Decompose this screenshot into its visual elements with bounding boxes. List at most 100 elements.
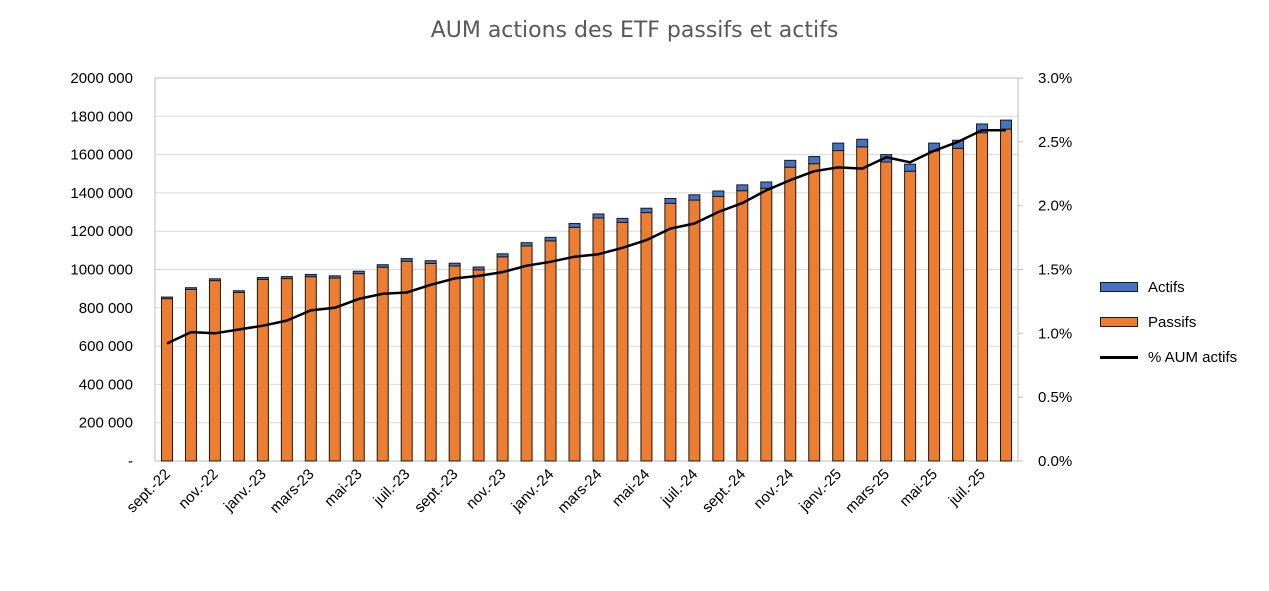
bar-actifs — [400, 258, 413, 262]
bar-passifs — [520, 245, 533, 462]
legend-swatch-passifs — [1100, 317, 1138, 327]
bar-passifs — [880, 161, 893, 462]
bar-actifs — [736, 184, 749, 192]
bar-passifs — [808, 163, 821, 462]
bar-passifs — [688, 199, 701, 462]
bar-actifs — [592, 213, 605, 219]
bar-passifs — [904, 170, 917, 462]
x-tick-label: nov.-22 — [175, 466, 222, 513]
y-tick-label: 1600 000 — [70, 147, 133, 164]
bar-passifs — [424, 262, 437, 462]
y-tick-label: - — [128, 453, 133, 470]
x-tick-label: juil.-25 — [945, 466, 989, 510]
x-tick-label: nov.-24 — [750, 466, 797, 513]
bar-actifs — [664, 197, 677, 204]
y-tick-label: 1400 000 — [70, 185, 133, 202]
bar-actifs — [856, 138, 869, 148]
bar-passifs — [568, 226, 581, 462]
x-tick-label: mars-24 — [554, 466, 605, 517]
bar-actifs — [904, 163, 917, 172]
bar-actifs — [784, 159, 797, 168]
bar-passifs — [232, 291, 245, 462]
bar-actifs — [568, 223, 581, 228]
plot-area-border — [154, 77, 1019, 462]
y-tick-label: 600 000 — [79, 338, 133, 355]
chart-legend: Actifs Passifs % AUM actifs — [1100, 278, 1237, 383]
bar-actifs — [304, 273, 317, 278]
bar-actifs — [640, 207, 653, 214]
bar-passifs — [184, 288, 197, 462]
bar-passifs — [544, 240, 557, 462]
bar-actifs — [808, 156, 821, 165]
bar-passifs — [448, 265, 461, 462]
y2-tick-label: 2.0% — [1038, 198, 1072, 215]
y-tick-label: 400 000 — [79, 376, 133, 393]
bar-actifs — [1000, 119, 1013, 130]
bar-actifs — [760, 181, 773, 189]
x-tick-label: mai-25 — [896, 466, 940, 510]
bar-passifs — [952, 147, 965, 462]
x-tick-label: juil.-24 — [657, 466, 701, 510]
legend-label-actifs: Actifs — [1148, 278, 1185, 296]
bar-actifs — [472, 266, 485, 271]
y2-tick-label: 0.0% — [1038, 453, 1072, 470]
bar-actifs — [376, 264, 389, 268]
bar-actifs — [688, 194, 701, 201]
bar-passifs — [376, 266, 389, 462]
legend-label-pct-aum: % AUM actifs — [1148, 348, 1238, 366]
bar-passifs — [712, 195, 725, 462]
y-tick-label: 1800 000 — [70, 108, 133, 125]
bar-actifs — [448, 262, 461, 267]
bar-passifs — [784, 166, 797, 462]
bar-passifs — [352, 273, 365, 462]
y2-tick-label: 1.5% — [1038, 262, 1072, 279]
x-tick-label: mai-23 — [321, 466, 365, 510]
x-tick-label: janv.-25 — [795, 466, 845, 516]
bar-passifs — [832, 150, 845, 462]
bar-actifs — [712, 190, 725, 197]
x-tick-label: janv.-24 — [508, 466, 558, 516]
bar-passifs — [928, 150, 941, 462]
x-tick-label: juil.-23 — [370, 466, 414, 510]
bar-actifs — [160, 296, 173, 300]
bar-actifs — [232, 290, 245, 293]
bar-passifs — [208, 280, 221, 462]
bar-actifs — [328, 275, 341, 279]
bar-passifs — [640, 212, 653, 462]
y2-tick-label: 0.5% — [1038, 389, 1072, 406]
bar-actifs — [496, 253, 509, 258]
y-tick-label: 1200 000 — [70, 223, 133, 240]
bar-actifs — [208, 278, 221, 282]
x-tick-label: sept.-24 — [699, 466, 749, 516]
bar-passifs — [256, 278, 269, 462]
bar-passifs — [280, 278, 293, 462]
bar-passifs — [496, 256, 509, 462]
x-tick-label: nov.-23 — [463, 466, 510, 513]
bar-passifs — [736, 190, 749, 462]
x-tick-label: mars-25 — [842, 466, 893, 517]
x-tick-label: mars-23 — [267, 466, 318, 517]
y-tick-label: 200 000 — [79, 415, 133, 432]
bar-passifs — [160, 298, 173, 462]
x-tick-label: sept.-23 — [411, 466, 461, 516]
bar-actifs — [256, 277, 269, 280]
chart-title: AUM actions des ETF passifs et actifs — [430, 18, 839, 43]
bar-passifs — [304, 276, 317, 462]
bar-actifs — [520, 242, 533, 247]
bar-actifs — [424, 260, 437, 264]
legend-item-actifs: Actifs — [1100, 278, 1237, 296]
legend-line-pct-aum — [1100, 355, 1138, 359]
bar-passifs — [616, 221, 629, 462]
bar-actifs — [544, 236, 557, 242]
x-tick-label: mai-24 — [609, 466, 653, 510]
legend-item-pct-aum: % AUM actifs — [1100, 348, 1237, 366]
y-tick-label: 800 000 — [79, 300, 133, 317]
y2-tick-label: 3.0% — [1038, 70, 1072, 87]
bar-passifs — [976, 132, 989, 462]
bar-passifs — [664, 202, 677, 462]
bar-actifs — [184, 287, 197, 290]
line-pct-aum-actifs — [166, 129, 1006, 345]
legend-item-passifs: Passifs — [1100, 313, 1237, 331]
